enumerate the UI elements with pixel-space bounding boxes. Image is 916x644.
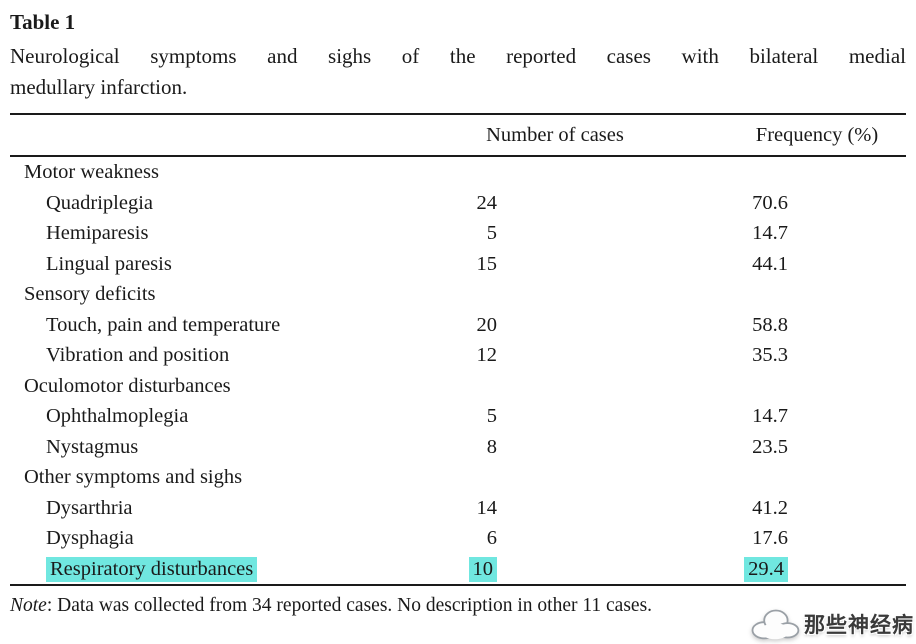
row-label: Oculomotor disturbances xyxy=(24,374,231,397)
header-blank xyxy=(10,114,460,157)
row-cases: 15 xyxy=(476,252,498,275)
caption-line-1: Neurological symptoms and sighs of the r… xyxy=(10,44,906,68)
row-cases: 20 xyxy=(476,313,498,336)
row-cases: 10 xyxy=(468,556,497,582)
row-label: Lingual paresis xyxy=(46,252,172,275)
table-caption: Neurological symptoms and sighs of the r… xyxy=(10,41,906,103)
row-label: Nystagmus xyxy=(46,435,139,458)
header-row: Number of cases Frequency (%) xyxy=(10,114,906,157)
data-table: Number of cases Frequency (%) Motor weak… xyxy=(10,113,906,586)
note-text: : Data was collected from 34 reported ca… xyxy=(46,595,653,616)
table-row: Hemiparesis 5 14.7 xyxy=(10,218,906,249)
row-cases: 5 xyxy=(486,222,497,244)
table-row: Dysphagia 6 17.6 xyxy=(10,523,906,554)
table-row: Respiratory disturbances 10 29.4 xyxy=(10,554,906,586)
watermark-text: 那些神经病 xyxy=(804,613,914,637)
row-label: Hemiparesis xyxy=(46,222,149,244)
row-cases: 14 xyxy=(476,496,498,519)
row-frequency: 70.6 xyxy=(752,191,788,214)
row-label: Quadriplegia xyxy=(46,191,154,214)
row-label: Other symptoms and sighs xyxy=(24,466,243,488)
row-label: Motor weakness xyxy=(24,161,159,183)
note-label: Note xyxy=(10,595,47,616)
row-cases: 12 xyxy=(476,344,498,366)
table-row: Quadriplegia 24 70.6 xyxy=(10,188,906,219)
row-frequency: 23.5 xyxy=(752,435,788,458)
row-frequency: 58.8 xyxy=(752,313,788,336)
row-label: Touch, pain and temperature xyxy=(46,313,281,336)
table-label: Table 1 xyxy=(10,10,76,34)
table-note: Note: Data was collected from 34 reporte… xyxy=(10,593,906,619)
row-cases: 24 xyxy=(476,191,498,214)
table-row: Nystagmus 8 23.5 xyxy=(10,432,906,463)
table-row: Oculomotor disturbances xyxy=(10,371,906,402)
table-row: Ophthalmoplegia 5 14.7 xyxy=(10,401,906,432)
row-cases: 5 xyxy=(486,405,497,427)
row-label: Dysphagia xyxy=(46,527,134,549)
table-row: Other symptoms and sighs xyxy=(10,462,906,493)
header-number-of-cases: Number of cases xyxy=(460,114,650,157)
row-label: Vibration and position xyxy=(46,344,230,366)
row-cases: 6 xyxy=(486,527,497,549)
table-row: Touch, pain and temperature 20 58.8 xyxy=(10,310,906,341)
watermark: 那些神经病 xyxy=(748,604,914,644)
table-row: Lingual paresis 15 44.1 xyxy=(10,249,906,280)
table-body: Motor weakness Quadriplegia 24 70.6 Hemipare… xyxy=(10,156,906,585)
row-frequency: 17.6 xyxy=(752,527,788,549)
row-frequency: 44.1 xyxy=(752,252,788,275)
table-row: Vibration and position 12 35.3 xyxy=(10,340,906,371)
row-frequency: 35.3 xyxy=(752,344,788,366)
caption-line-2: medullary infarction. xyxy=(10,75,188,99)
table-row: Dysarthria 14 41.2 xyxy=(10,493,906,524)
row-label: Dysarthria xyxy=(46,496,133,519)
row-frequency: 14.7 xyxy=(752,405,788,427)
table-row: Motor weakness xyxy=(10,156,906,188)
table-row: Sensory deficits xyxy=(10,279,906,310)
row-frequency: 41.2 xyxy=(752,496,788,519)
row-label: Ophthalmoplegia xyxy=(46,405,189,427)
row-frequency: 14.7 xyxy=(752,222,788,244)
header-frequency: Frequency (%) xyxy=(650,114,906,157)
row-label: Respiratory disturbances xyxy=(46,556,258,582)
row-cases: 8 xyxy=(486,435,497,458)
row-frequency: 29.4 xyxy=(744,556,788,582)
row-label: Sensory deficits xyxy=(24,283,156,305)
cloud-icon xyxy=(748,604,802,644)
